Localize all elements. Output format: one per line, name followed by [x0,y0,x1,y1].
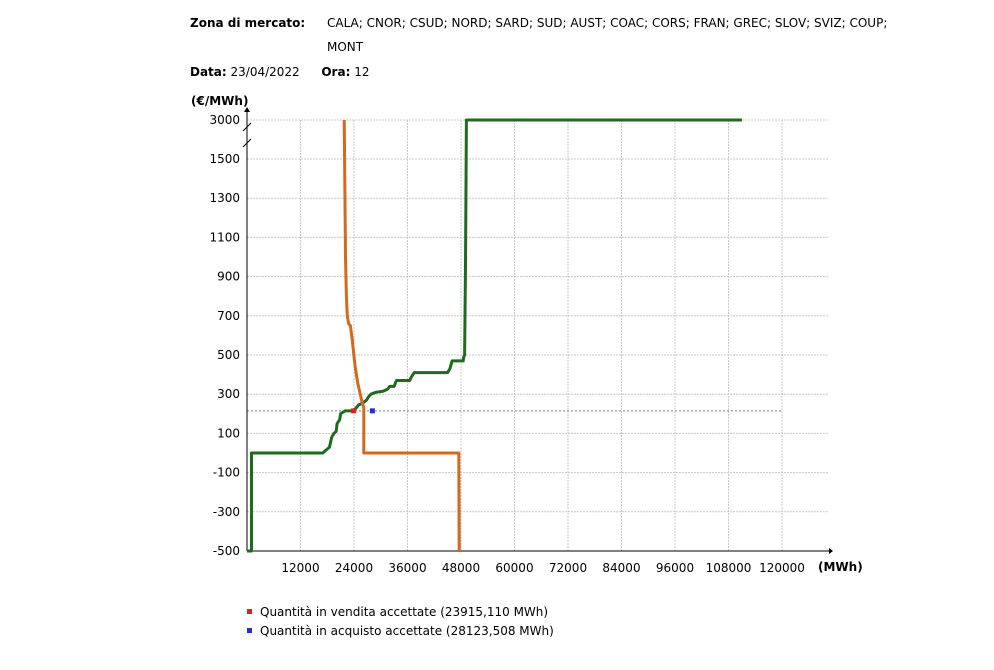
legend-swatch-buy [247,628,252,633]
y-tick-label: -100 [213,466,240,480]
hour-label: Ora: [321,65,351,79]
x-tick-label: 24000 [335,561,373,575]
market-zone-label: Zona di mercato: [190,16,306,30]
date-value: 23/04/2022 [230,65,300,79]
date-hour-line: Data: 23/04/2022 Ora: 12 [190,64,369,80]
series-lines [247,118,742,553]
hour-value: 12 [354,65,370,79]
legend-item-sell: Quantità in vendita accettate (23915,110… [247,604,548,620]
x-tick-label: 36000 [388,561,426,575]
y-tick-label: 500 [217,348,240,362]
x-tick-label: 96000 [656,561,694,575]
legend-label-buy: Quantità in acquisto accettate (28123,50… [260,624,554,638]
y-tick-label: 1300 [209,191,240,205]
x-tick-label: 120000 [759,561,805,575]
legend-label-sell: Quantità in vendita accettate (23915,110… [260,605,549,619]
y-axis-arrow [244,107,250,112]
accepted-buy-point [369,408,375,414]
y-tick-label: 1100 [209,230,240,244]
y-tick-label: 300 [217,387,240,401]
market-zone-values: CALA; CNOR; CSUD; NORD; SARD; SUD; AUST;… [327,16,888,54]
x-tick-label: 108000 [706,561,752,575]
accepted-points [351,408,375,414]
y-tick-label: -300 [213,505,240,519]
supply-curve [247,118,742,553]
x-tick-label: 72000 [549,561,587,575]
date-label: Data: [190,65,227,79]
x-axis-label: (MWh) [818,560,863,574]
legend-item-buy: Quantità in acquisto accettate (28123,50… [247,623,554,639]
grid-lines [247,119,829,551]
y-tick-label: 1500 [209,152,240,166]
y-axis-break-mark [242,122,252,132]
y-tick-label: 100 [217,426,240,440]
axes [242,107,833,554]
y-tick-label: 3000 [209,113,240,127]
demand-curve [342,119,461,552]
y-tick-label: 700 [217,309,240,323]
x-tick-label: 60000 [495,561,533,575]
accepted-sell-point [351,408,357,414]
x-axis-arrow [829,548,833,554]
y-axis-label: (€/MWh) [191,94,248,108]
legend-swatch-sell [247,609,252,614]
tick-labels: -500 -300 -100 100 300 500 700 900 1100 1300 1500 3… [209,113,804,575]
x-tick-label: 48000 [442,561,480,575]
y-axis-break-mark [242,138,252,148]
y-tick-label: -500 [213,544,240,558]
y-tick-label: 900 [217,270,240,284]
x-tick-label: 84000 [602,561,640,575]
x-tick-label: 12000 [281,561,319,575]
